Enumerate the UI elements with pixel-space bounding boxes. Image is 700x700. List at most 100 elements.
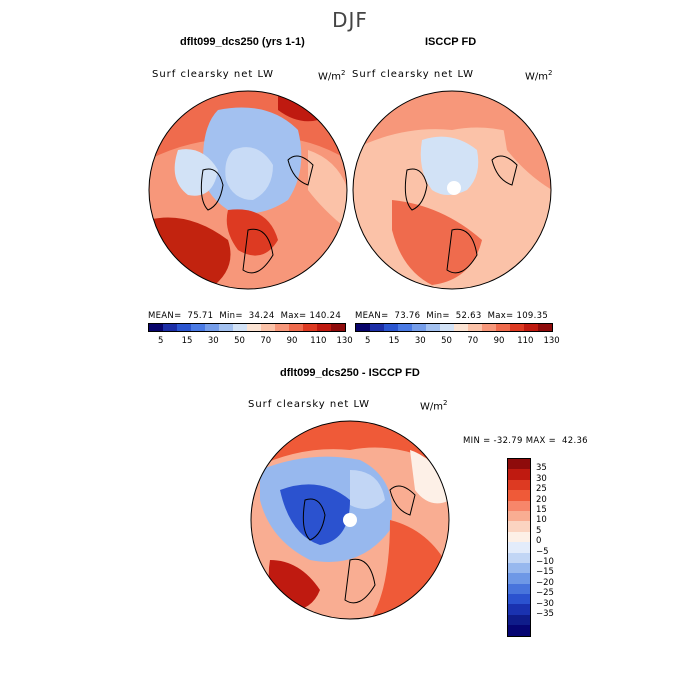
panel3-units: W/m2 bbox=[420, 399, 448, 413]
colorbar-swatch bbox=[233, 324, 247, 331]
map3-east-neutral bbox=[410, 450, 449, 504]
colorbar-swatch bbox=[508, 583, 530, 595]
colorbar-swatch bbox=[508, 562, 530, 574]
colorbar-label: 110 bbox=[310, 336, 327, 346]
colorbar-swatch bbox=[219, 324, 233, 331]
panel2-units: W/m2 bbox=[525, 69, 553, 83]
panel3-title: dflt099_dcs250 - ISCCP FD bbox=[280, 367, 420, 379]
panel2-stats: MEAN= 73.76 Min= 52.63 Max= 109.35 bbox=[355, 311, 549, 321]
colorbar-label: 50 bbox=[441, 336, 452, 346]
colorbar-swatch bbox=[163, 324, 177, 331]
colorbar-label: 30 bbox=[207, 336, 219, 346]
map-observed bbox=[352, 90, 552, 290]
colorbar-label: 90 bbox=[286, 336, 298, 346]
colorbar-swatch bbox=[482, 324, 496, 331]
colorbar-label: 90 bbox=[493, 336, 505, 346]
colorbar-swatch bbox=[508, 542, 530, 553]
colorbar-label: 130 bbox=[543, 336, 560, 346]
colorbar-label: −25 bbox=[536, 588, 554, 599]
colorbar-label: −30 bbox=[536, 598, 554, 609]
colorbar-label: 70 bbox=[467, 336, 479, 346]
panel2-colorbar bbox=[355, 323, 553, 332]
colorbar-swatch bbox=[426, 324, 440, 331]
colorbar-label: −10 bbox=[536, 557, 554, 567]
colorbar-swatch bbox=[261, 324, 275, 331]
colorbar-label: 110 bbox=[517, 336, 534, 346]
colorbar-swatch bbox=[508, 490, 530, 501]
colorbar-label: 0 bbox=[536, 536, 542, 547]
colorbar-swatch bbox=[508, 625, 530, 636]
map2-arctic-cool bbox=[420, 136, 479, 195]
colorbar-swatch bbox=[275, 324, 289, 331]
colorbar-swatch bbox=[508, 604, 530, 615]
map3-strong-cool bbox=[280, 484, 350, 545]
map3-pole-hole bbox=[343, 513, 357, 527]
colorbar-swatch bbox=[508, 459, 530, 470]
colorbar-swatch bbox=[496, 324, 510, 331]
panel1-colorbar bbox=[148, 323, 346, 332]
colorbar-swatch bbox=[440, 324, 454, 331]
map-difference bbox=[250, 420, 450, 620]
colorbar-swatch bbox=[508, 479, 530, 491]
map2-pole-hole bbox=[447, 181, 461, 195]
colorbar-label: 30 bbox=[414, 336, 426, 346]
colorbar-label: 20 bbox=[536, 494, 547, 505]
map1-arctic-core bbox=[225, 147, 273, 200]
colorbar-swatch bbox=[149, 324, 163, 331]
colorbar-swatch bbox=[468, 324, 482, 331]
colorbar-swatch bbox=[205, 324, 219, 331]
colorbar-swatch bbox=[510, 324, 524, 331]
colorbar-label: −5 bbox=[536, 546, 549, 557]
colorbar-swatch bbox=[508, 614, 530, 626]
map3-border bbox=[250, 420, 450, 620]
panel1-title: dflt099_dcs250 (yrs 1-1) bbox=[180, 36, 305, 48]
map1-south-hot bbox=[226, 209, 278, 256]
colorbar-swatch bbox=[303, 324, 317, 331]
colorbar-label: 15 bbox=[181, 336, 193, 346]
colorbar-swatch bbox=[331, 324, 345, 331]
colorbar-label: 70 bbox=[260, 336, 272, 346]
colorbar-swatch bbox=[508, 521, 530, 532]
map2-east-warm bbox=[502, 120, 551, 190]
colorbar-swatch bbox=[508, 552, 530, 563]
colorbar-label: 5 bbox=[365, 336, 371, 346]
colorbar-swatch bbox=[289, 324, 303, 331]
colorbar-swatch bbox=[508, 469, 530, 480]
colorbar-swatch bbox=[454, 324, 468, 331]
panel2-title: ISCCP FD bbox=[425, 36, 477, 48]
colorbar-swatch bbox=[538, 324, 552, 331]
colorbar-label: −15 bbox=[536, 567, 554, 578]
map2-border bbox=[352, 90, 552, 290]
colorbar-swatch bbox=[370, 324, 384, 331]
colorbar-swatch bbox=[508, 500, 530, 511]
map1-west-cool bbox=[174, 149, 218, 196]
colorbar-label: 5 bbox=[158, 336, 164, 346]
colorbar-swatch bbox=[384, 324, 398, 331]
colorbar-label: 130 bbox=[336, 336, 353, 346]
map3-coastlines bbox=[302, 485, 416, 604]
panel3-colorbar bbox=[507, 458, 531, 637]
colorbar-swatch bbox=[191, 324, 205, 331]
map1-border bbox=[148, 90, 348, 290]
colorbar-label: 50 bbox=[234, 336, 245, 346]
map1-east-light bbox=[308, 150, 347, 230]
colorbar-swatch bbox=[508, 573, 530, 584]
panel1-variable: Surf clearsky net LW bbox=[152, 69, 275, 80]
colorbar-swatch bbox=[508, 594, 530, 605]
season-title: DJF bbox=[332, 8, 368, 32]
panel3-variable: Surf clearsky net LW bbox=[248, 399, 371, 410]
map2-south-warm bbox=[392, 200, 482, 285]
colorbar-swatch bbox=[317, 324, 331, 331]
colorbar-label: 15 bbox=[388, 336, 400, 346]
colorbar-label: 15 bbox=[536, 505, 547, 515]
map2-coastlines bbox=[404, 155, 518, 274]
colorbar-swatch bbox=[508, 531, 530, 543]
colorbar-label: 35 bbox=[536, 463, 547, 474]
colorbar-swatch bbox=[247, 324, 261, 331]
colorbar-label: 5 bbox=[536, 525, 542, 536]
colorbar-label: 30 bbox=[536, 473, 547, 484]
panel3-stats: MIN = -32.79 MAX = 42.36 bbox=[463, 436, 588, 446]
panel2-variable: Surf clearsky net LW bbox=[352, 69, 475, 80]
colorbar-swatch bbox=[177, 324, 191, 331]
colorbar-swatch bbox=[356, 324, 370, 331]
